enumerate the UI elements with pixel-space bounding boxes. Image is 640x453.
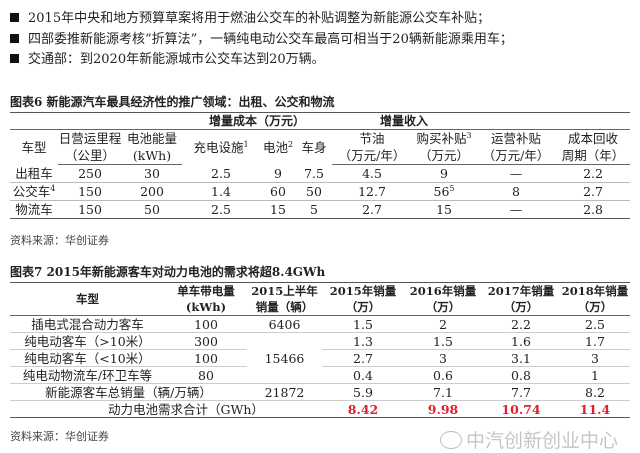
header-unit: （万） — [482, 299, 560, 316]
header-battery-unit: (kWh) — [122, 147, 182, 165]
fig6-title: 图表6 新能源汽车最具经济性的推广领域：出租、公交和物流 — [10, 95, 335, 109]
header-2016: 2016年销量 — [409, 283, 477, 298]
bullet-square-icon — [10, 13, 19, 22]
total-row: 动力电池需求合计（GWh） 8.42 9.98 10.74 11.4 — [108, 401, 611, 417]
header-kwh: 单车带电量 — [177, 283, 235, 298]
fig7-title: 图表7 2015年新能源客车对动力电池的需求将超8.4GWh — [10, 265, 326, 279]
table-row: 纯电动客车（>10米） 300 15466 1.3 1.5 1.6 1.7 — [10, 332, 630, 384]
header-buy-unit: （万元） — [412, 147, 477, 165]
table-row: 出租车 250 30 2.5 9 7.5 4.5 9—2.2 — [10, 164, 631, 183]
header-unit: (kWh) — [165, 299, 247, 316]
header-buy: 购买补贴3 — [416, 130, 472, 146]
table-row: 新能源客车总销量（辆/万辆） 21872 5.9 7.1 7.7 8.2 — [10, 383, 630, 401]
table-row: 公交车4 150 200 1.4 60 50 12.7 565 8 2.7 — [10, 182, 631, 201]
header-payback: 成本回收 — [568, 131, 619, 146]
header-2018: 2018年销量 — [561, 283, 629, 298]
header-h1-2015: 2015上半年 — [251, 283, 318, 298]
fig7-source: 资料来源：华创证券 — [10, 430, 109, 443]
header-mileage-unit: （公里） — [58, 147, 122, 165]
bullet-1: 2015年中央和地方预算草案将用于燃油公交车的补贴调整为新能源公交车补贴； — [10, 7, 490, 26]
header-unit: 销量（辆） — [247, 299, 322, 316]
header-op-unit: （万元/年） — [476, 147, 557, 165]
header-unit: （万） — [560, 299, 630, 316]
header-charging: 充电设施1 — [193, 139, 249, 155]
table-row: 物流车 150 50 2.5 15 5 2.7 15—2.8 — [15, 202, 603, 217]
header-unit: （万） — [404, 299, 482, 316]
watermark: 中汽创新创业中心 — [440, 426, 618, 453]
fig6-source: 资料来源：华创证券 — [10, 234, 109, 247]
header-unit: （万） — [322, 299, 404, 316]
header-battery: 电池能量 — [126, 131, 177, 146]
bullet-square-icon — [10, 54, 19, 63]
header-type: 车型 — [21, 139, 47, 155]
header-mileage: 日营运里程 — [58, 131, 122, 146]
group-income: 增量收入 — [332, 112, 477, 130]
header-body: 车身 — [301, 139, 327, 155]
bullet-2: 四部委推新能源考核“折算法”，一辆纯电动公交车最高可相当于20辆新能源乘用车； — [10, 28, 513, 47]
table-row: 纯电动客车（<10米） 100 2.7 3 3.1 3 — [10, 349, 630, 367]
header-2015: 2015年销量 — [329, 283, 397, 298]
header-battery-cost: 电池2 — [262, 139, 294, 155]
wechat-icon — [440, 431, 462, 449]
table-row: 插电式混合动力客车 100 6406 1.5 2 2.2 2.5 — [10, 315, 630, 333]
bullet-3: 交通部：到2020年新能源城市公交车达到20万辆。 — [10, 48, 325, 67]
header-type: 车型 — [10, 282, 165, 316]
fig6-table: 增量成本（万元） 增量收入 车型 日营运里程 电池能量 充电设施1 电池2 车身 … — [10, 112, 631, 219]
fig7-table: 车型 单车带电量 2015上半年 2015年销量 2016年销量 2017年销量… — [10, 282, 630, 418]
group-cost: 增量成本（万元） — [182, 112, 333, 130]
header-fuel-unit: （万元/年） — [332, 147, 413, 165]
table-row: 纯电动物流车/环卫车等 80 0.4 0.6 0.8 1 — [10, 366, 630, 384]
header-payback-unit: 周期（年） — [556, 147, 631, 165]
header-op: 运营补贴 — [491, 131, 542, 146]
header-fuel: 节油 — [359, 131, 385, 146]
bullet-square-icon — [10, 34, 19, 43]
header-2017: 2017年销量 — [487, 283, 555, 298]
